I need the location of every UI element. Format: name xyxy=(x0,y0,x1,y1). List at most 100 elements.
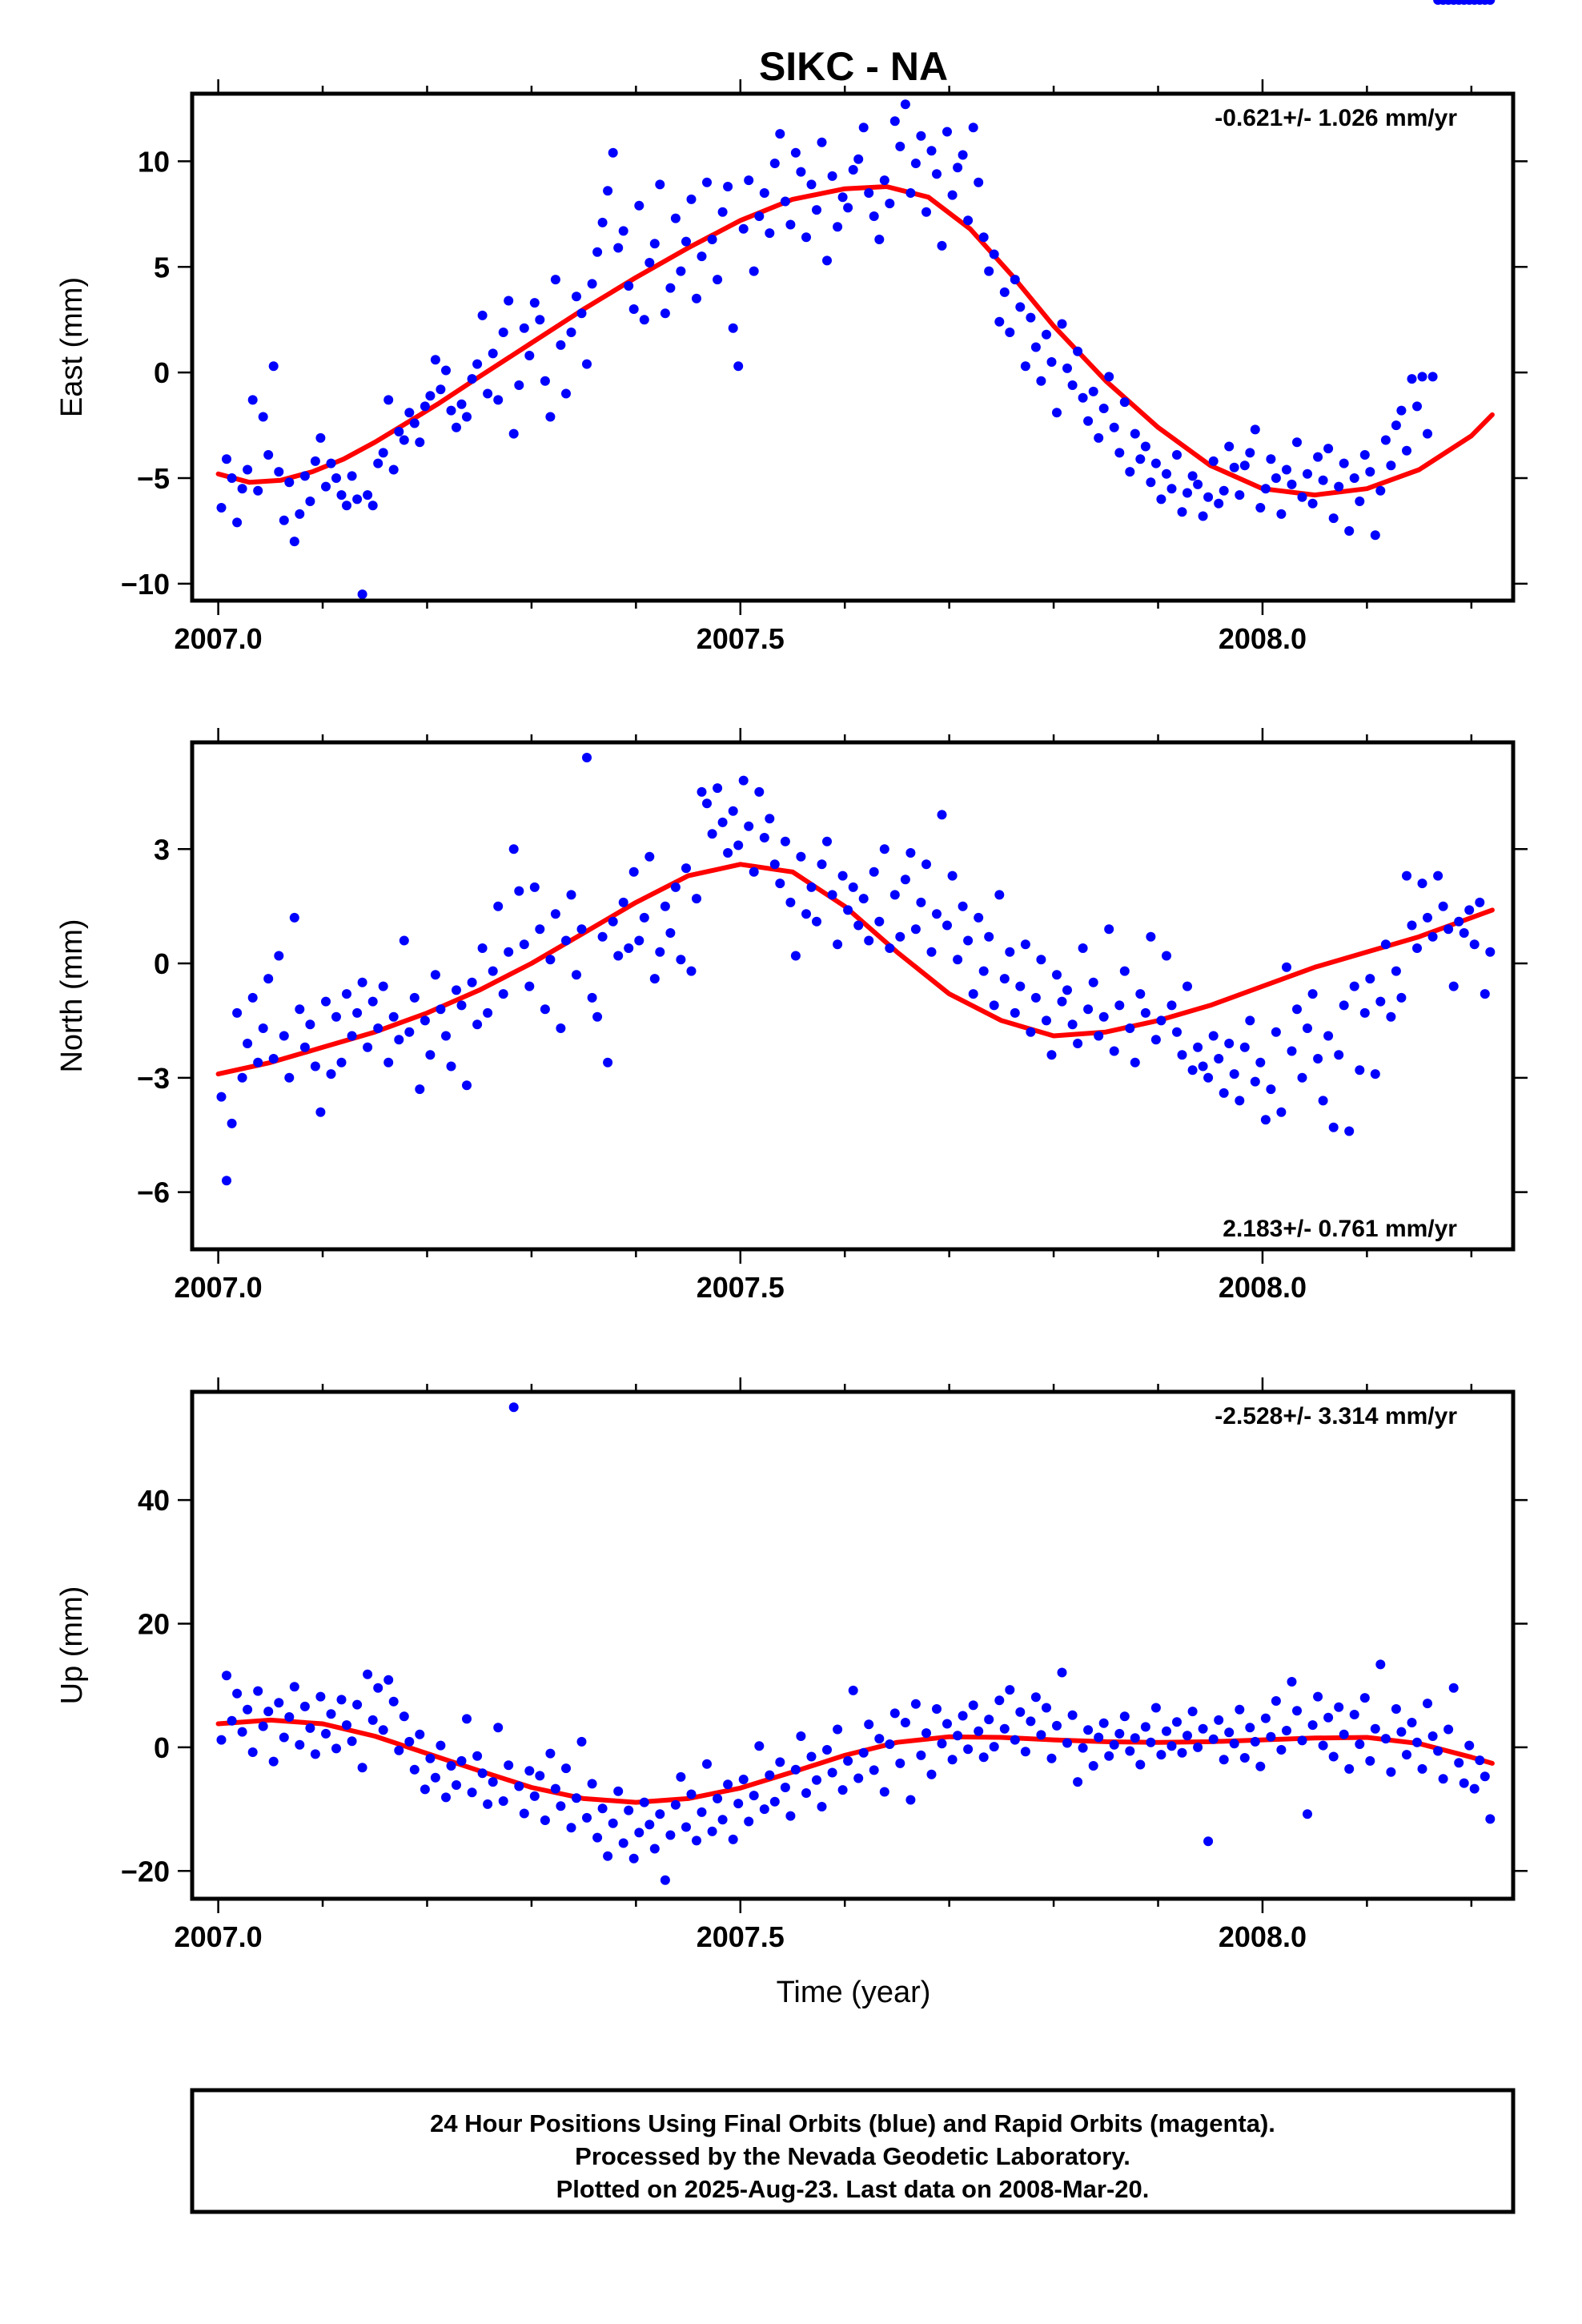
up-point xyxy=(1412,1737,1422,1747)
up-point xyxy=(321,1728,331,1739)
up-point xyxy=(1020,1747,1030,1757)
east-point xyxy=(415,437,425,448)
north-point xyxy=(1454,916,1464,927)
north-point xyxy=(399,935,409,946)
east-point xyxy=(900,99,910,110)
east-point xyxy=(994,316,1005,327)
up-point xyxy=(775,1757,785,1767)
east-point xyxy=(603,186,613,196)
east-point xyxy=(404,408,415,418)
up-point xyxy=(649,1844,660,1854)
north-point xyxy=(1380,939,1391,950)
north-point xyxy=(1334,1050,1344,1060)
east-point xyxy=(1208,456,1219,466)
east-point xyxy=(1266,454,1276,464)
east-point xyxy=(247,395,258,405)
east-point xyxy=(253,485,263,496)
north-point xyxy=(415,1084,425,1095)
east-point xyxy=(963,215,974,226)
up-point xyxy=(1203,1836,1214,1847)
footer-line-3: Plotted on 2025-Aug-23. Last data on 200… xyxy=(556,2175,1150,2203)
east-point xyxy=(1114,448,1125,458)
east-point xyxy=(1235,490,1245,501)
up-point xyxy=(733,1799,744,1809)
north-point xyxy=(1114,1000,1125,1011)
east-point xyxy=(310,456,320,466)
north-point xyxy=(1203,1072,1214,1083)
up-point xyxy=(1094,1732,1104,1743)
up-point xyxy=(597,1803,608,1814)
up-point xyxy=(634,1827,644,1838)
east-point xyxy=(1396,405,1407,416)
east-point xyxy=(388,464,399,475)
up-x-tick-label: 2007.5 xyxy=(697,1920,785,1953)
up-point xyxy=(1245,1723,1255,1733)
east-point xyxy=(258,412,268,422)
east-point xyxy=(1365,467,1375,477)
north-point xyxy=(1146,931,1156,942)
up-point xyxy=(425,1753,436,1763)
up-point xyxy=(895,1758,905,1768)
up-point xyxy=(1260,1713,1271,1723)
east-point xyxy=(1297,492,1307,502)
east-point xyxy=(441,365,451,376)
north-point xyxy=(999,974,1010,984)
up-point xyxy=(399,1711,409,1722)
north-point xyxy=(853,920,864,931)
north-point xyxy=(556,1023,566,1033)
north-point xyxy=(697,786,707,797)
north-point xyxy=(848,882,858,892)
up-point xyxy=(910,1699,921,1709)
north-point xyxy=(383,1057,394,1068)
east-point xyxy=(738,223,749,234)
north-point xyxy=(1318,1096,1328,1106)
east-point xyxy=(1135,454,1146,464)
up-point xyxy=(243,1704,253,1715)
east-point xyxy=(1088,386,1098,396)
up-point xyxy=(1349,1710,1359,1719)
east-point xyxy=(833,222,843,232)
north-point xyxy=(1359,1007,1370,1018)
up-point xyxy=(989,1742,999,1752)
north-point xyxy=(295,1004,305,1015)
north-point xyxy=(1062,985,1072,995)
north-point xyxy=(284,1072,295,1083)
north-point xyxy=(1042,1015,1051,1026)
up-point xyxy=(744,1816,754,1827)
up-point xyxy=(415,1729,425,1739)
north-point xyxy=(1239,1042,1250,1052)
east-point xyxy=(910,159,921,168)
up-point xyxy=(1355,1739,1365,1749)
up-point xyxy=(1250,1736,1260,1747)
north-point xyxy=(1448,981,1459,991)
up-point xyxy=(1427,1731,1438,1741)
up-point xyxy=(566,1823,576,1833)
east-point xyxy=(1098,404,1109,413)
up-point xyxy=(467,1787,477,1798)
north-point xyxy=(331,1011,341,1022)
up-point xyxy=(367,1715,378,1725)
up-point xyxy=(785,1811,796,1821)
east-point xyxy=(812,205,821,215)
north-point xyxy=(968,989,978,999)
north-x-tick-label: 2007.5 xyxy=(697,1271,785,1304)
up-point xyxy=(420,1784,430,1795)
east-point xyxy=(953,163,963,173)
east-point xyxy=(315,432,326,443)
up-point xyxy=(1469,1783,1480,1794)
north-point xyxy=(1125,1023,1135,1033)
up-point xyxy=(1224,1727,1235,1738)
north-point xyxy=(310,1061,320,1072)
east-point xyxy=(1349,473,1359,483)
north-point xyxy=(420,1015,430,1026)
north-point xyxy=(1078,943,1088,953)
east-point xyxy=(274,467,284,477)
up-point xyxy=(1303,1809,1312,1819)
east-point xyxy=(420,401,430,412)
up-point xyxy=(864,1719,874,1730)
up-point xyxy=(388,1696,399,1707)
north-point xyxy=(1098,1011,1109,1022)
north-point xyxy=(529,882,540,892)
up-point xyxy=(1276,1745,1287,1755)
up-point xyxy=(1396,1727,1407,1737)
